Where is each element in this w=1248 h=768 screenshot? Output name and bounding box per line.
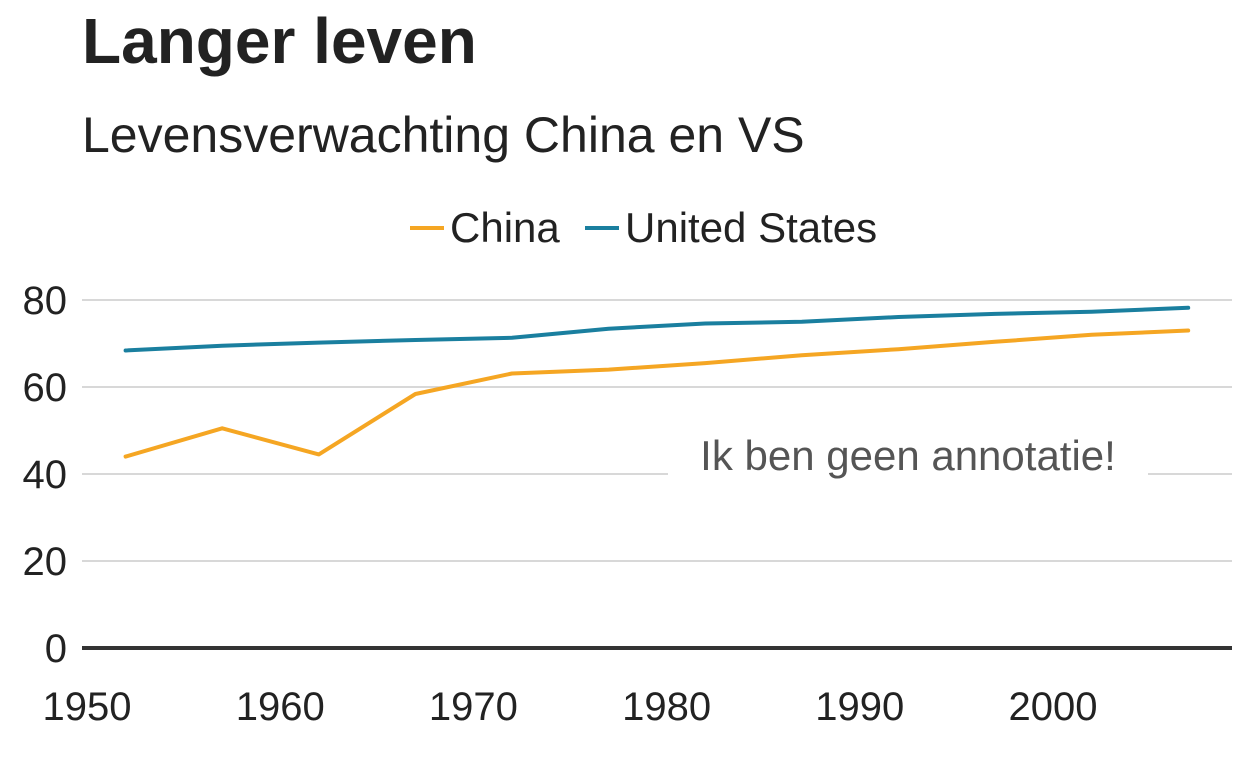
chart-title: Langer leven: [82, 5, 477, 77]
x-tick-label: 1960: [236, 685, 325, 729]
legend-label: China: [450, 204, 560, 251]
annotation-background: [668, 428, 1148, 480]
y-axis-ticks: 0 20 40 60 80: [23, 279, 68, 671]
series-line-china: [123, 328, 1191, 459]
x-tick-label: 1950: [43, 685, 132, 729]
annotation-layer: Ik ben geen annotatie!: [668, 428, 1148, 480]
y-tick-label: 80: [23, 279, 68, 323]
y-tick-label: 20: [23, 540, 68, 584]
x-axis-ticks: 1950 1960 1970 1980 1990 2000: [43, 685, 1098, 729]
legend: China United States: [410, 204, 877, 251]
series-lines: [123, 305, 1191, 459]
legend-label: United States: [625, 204, 877, 251]
x-tick-label: 1980: [622, 685, 711, 729]
annotation-text: Ik ben geen annotatie!: [700, 432, 1116, 479]
chart-subtitle: Levensverwachting China en VS: [82, 107, 805, 163]
y-tick-label: 0: [45, 627, 67, 671]
x-tick-label: 1970: [429, 685, 518, 729]
x-tick-label: 1990: [815, 685, 904, 729]
x-tick-label: 2000: [1009, 685, 1098, 729]
y-tick-label: 40: [23, 453, 68, 497]
series-line-united-states: [123, 305, 1191, 353]
y-tick-label: 60: [23, 366, 68, 410]
